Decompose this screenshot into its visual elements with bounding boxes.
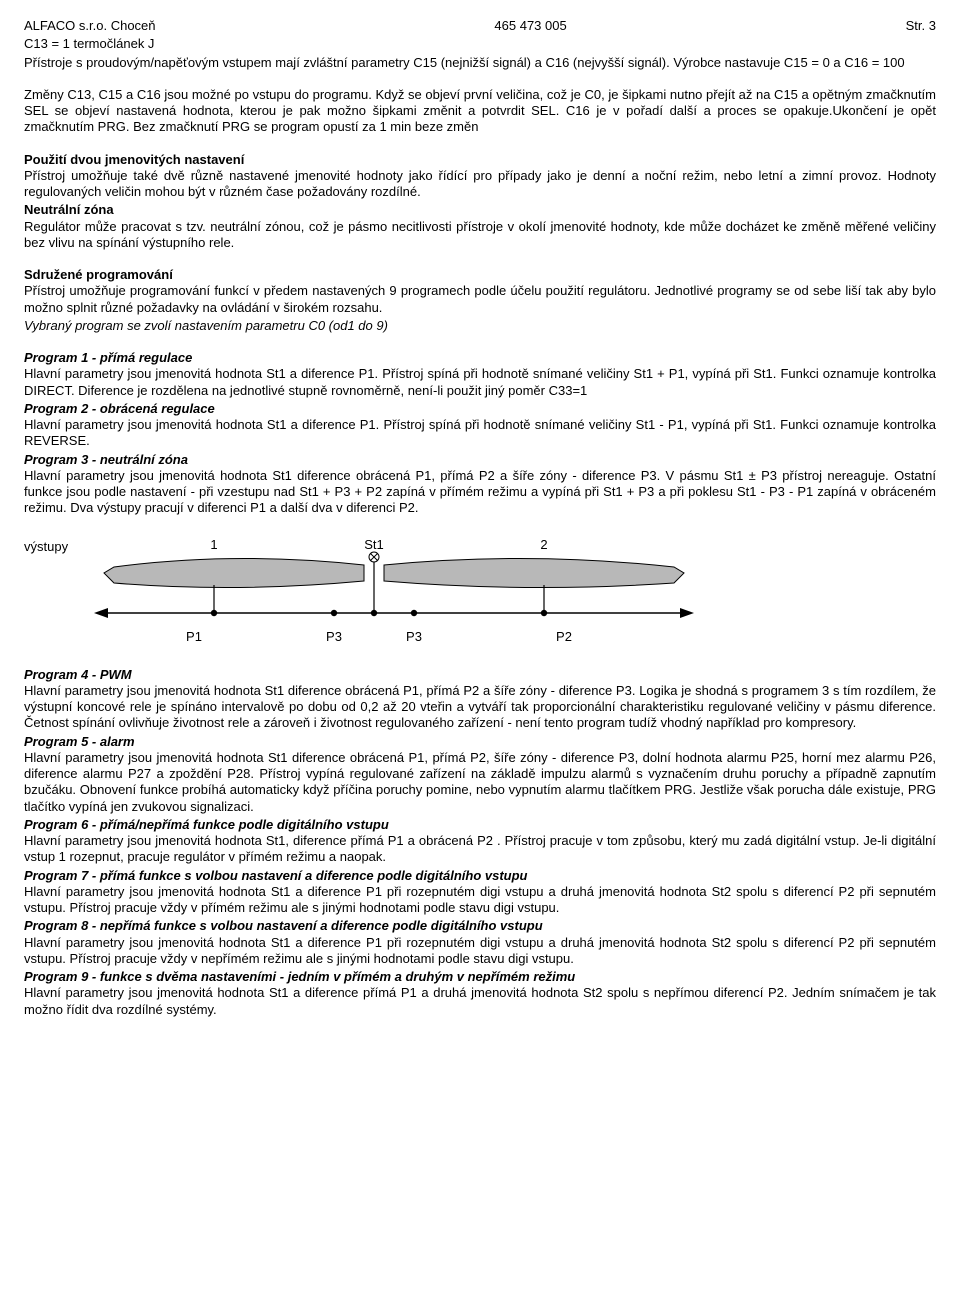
page-header: ALFACO s.r.o. Choceň 465 473 005 Str. 3: [24, 18, 936, 34]
program6-body: Hlavní parametry jsou jmenovitá hodnota …: [24, 833, 936, 866]
intro-line1: C13 = 1 termočlánek J: [24, 36, 936, 52]
intro-line2: Přístroje s proudovým/napěťovým vstupem …: [24, 55, 936, 71]
neutral-zone-svg: 1 St1 2 P1 P3 P3 P2: [84, 535, 704, 665]
program7-heading: Program 7 - přímá funkce s volbou nastav…: [24, 868, 936, 884]
svg-text:St1: St1: [364, 537, 384, 552]
header-left: ALFACO s.r.o. Choceň: [24, 18, 156, 34]
group-programming-body1: Přístroj umožňuje programování funkcí v …: [24, 283, 936, 316]
svg-text:2: 2: [540, 537, 547, 552]
program9-heading: Program 9 - funkce s dvěma nastaveními -…: [24, 969, 936, 985]
dual-setpoints-heading: Použití dvou jmenovitých nastavení: [24, 152, 936, 168]
program6-heading: Program 6 - přímá/nepřímá funkce podle d…: [24, 817, 936, 833]
svg-text:1: 1: [210, 537, 217, 552]
group-programming-body2: Vybraný program se zvolí nastavením para…: [24, 318, 936, 334]
program3-heading: Program 3 - neutrální zóna: [24, 452, 936, 468]
svg-text:P3: P3: [326, 629, 342, 644]
outputs-label: výstupy: [24, 535, 84, 555]
program8-body: Hlavní parametry jsou jmenovitá hodnota …: [24, 935, 936, 968]
neutral-zone-body: Regulátor může pracovat s tzv. neutrální…: [24, 219, 936, 252]
program7-body: Hlavní parametry jsou jmenovitá hodnota …: [24, 884, 936, 917]
neutral-zone-diagram: výstupy 1 St1 2 P1 P3 P3 P2: [24, 535, 936, 665]
program2-heading: Program 2 - obrácená regulace: [24, 401, 936, 417]
program5-heading: Program 5 - alarm: [24, 734, 936, 750]
program8-heading: Program 8 - nepřímá funkce s volbou nast…: [24, 918, 936, 934]
intro-line3: Změny C13, C15 a C16 jsou možné po vstup…: [24, 87, 936, 136]
program4-body: Hlavní parametry jsou jmenovitá hodnota …: [24, 683, 936, 732]
program3-body: Hlavní parametry jsou jmenovitá hodnota …: [24, 468, 936, 517]
program1-heading: Program 1 - přímá regulace: [24, 350, 936, 366]
program9-body: Hlavní parametry jsou jmenovitá hodnota …: [24, 985, 936, 1018]
group-programming-heading: Sdružené programování: [24, 267, 936, 283]
header-right: Str. 3: [906, 18, 936, 34]
header-center: 465 473 005: [494, 18, 566, 34]
dual-setpoints-body: Přístroj umožňuje také dvě různě nastave…: [24, 168, 936, 201]
svg-text:P2: P2: [556, 629, 572, 644]
program4-heading: Program 4 - PWM: [24, 667, 936, 683]
svg-text:P1: P1: [186, 629, 202, 644]
svg-text:P3: P3: [406, 629, 422, 644]
program1-body: Hlavní parametry jsou jmenovitá hodnota …: [24, 366, 936, 399]
program5-body: Hlavní parametry jsou jmenovitá hodnota …: [24, 750, 936, 815]
neutral-zone-heading: Neutrální zóna: [24, 202, 936, 218]
program2-body: Hlavní parametry jsou jmenovitá hodnota …: [24, 417, 936, 450]
